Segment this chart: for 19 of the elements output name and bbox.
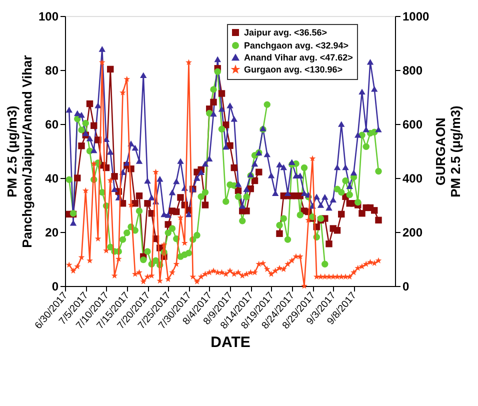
y-tick-label: 80 bbox=[45, 64, 59, 78]
y2-tick-label: 1000 bbox=[402, 10, 430, 24]
y-tick-label: 0 bbox=[52, 280, 59, 294]
y2-tick-label: 600 bbox=[402, 118, 423, 132]
legend-label: Jaipur avg. <36.56> bbox=[244, 28, 328, 38]
legend-label: Gurgaon avg. <130.96> bbox=[244, 64, 343, 74]
y2-axis-title: GURGAON PM 2.5 (μg/m3) bbox=[433, 106, 464, 198]
y2-tick-label: 400 bbox=[402, 172, 423, 186]
y2-tick-label: 0 bbox=[402, 280, 410, 294]
y2-tick-label: 200 bbox=[402, 226, 423, 240]
x-axis-title: DATE bbox=[210, 334, 250, 351]
y2-tick-label: 800 bbox=[402, 64, 423, 78]
y-tick-label: 40 bbox=[45, 172, 59, 186]
y-tick-label: 100 bbox=[38, 10, 59, 24]
y-axis-title: PM 2.5 (μg/m3) Panchgaon/Jaipur/Anand Vihar bbox=[4, 55, 34, 248]
legend-label: Panchgaon avg. <32.94> bbox=[244, 40, 349, 50]
y-tick-label: 60 bbox=[45, 118, 59, 132]
legend-label: Anand Vihar avg. <47.62> bbox=[244, 52, 353, 62]
y-tick-label: 20 bbox=[45, 226, 59, 240]
